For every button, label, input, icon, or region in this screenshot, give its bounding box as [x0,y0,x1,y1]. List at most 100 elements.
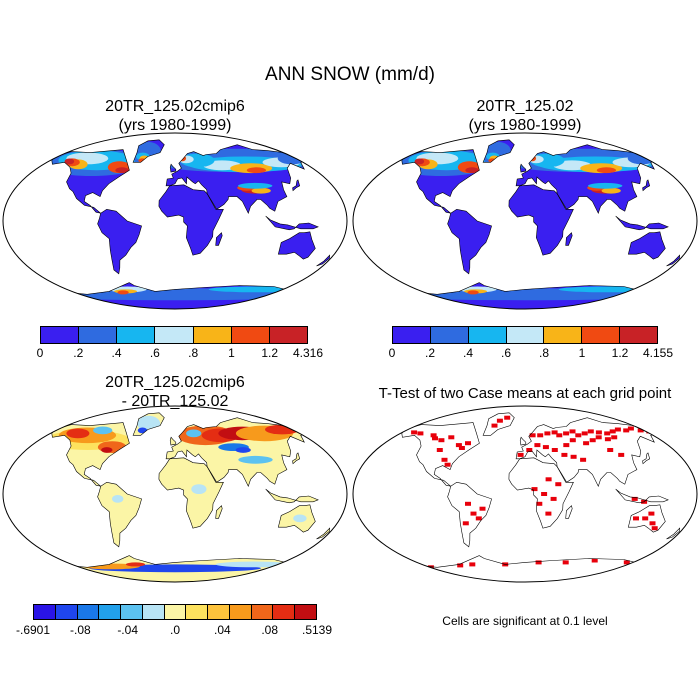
significant-cell [575,433,582,438]
significant-cell [648,511,655,516]
significant-cell [618,452,625,457]
field-blob [246,167,266,174]
significant-cell [417,431,424,436]
coastline-japan [642,179,651,192]
land-madagascar [215,505,223,519]
significant-cell [589,438,596,443]
field-blob [51,288,330,301]
significant-cell [607,448,614,452]
coastline-madagascar [215,505,223,519]
coastline-indonesia [615,215,669,231]
coastline-japan [292,179,301,192]
significant-cell [587,429,594,434]
significant-cell [580,457,587,462]
colorbar-case2-label: 0 [388,346,396,360]
coastline-africa [508,184,574,256]
significant-cell [438,438,445,443]
significant-cell [583,441,590,446]
land-indonesia [615,216,669,230]
significant-cell [444,462,451,467]
land-africa [158,184,224,256]
land-australia [628,231,666,260]
colorbar-diff-swatch [55,605,78,619]
colorbar-diff-swatch [186,605,209,619]
map-border [352,405,698,583]
colorbar-case1-label: .2 [73,346,84,360]
field-blob [528,155,544,164]
significant-cell [411,430,418,435]
land-uk [520,437,526,446]
field-blob [115,167,129,174]
colorbar-diff-swatch [34,605,56,619]
coastline-madagascar [565,505,573,519]
colorbar-case2-swatch [620,327,658,343]
significant-cell [623,560,630,565]
significant-cell [604,431,611,436]
panel-title-case1-line2: (yrs 1980-1999) [118,117,232,134]
significant-cell [537,433,544,438]
significant-cell [545,511,552,516]
colorbar-diff-swatch [208,605,230,619]
land-madagascar [215,232,223,246]
significant-cell [448,435,455,440]
colorbar-case2-label: 1.2 [611,346,629,360]
significance-note: Cells are significant at 0.1 level [442,614,608,628]
significant-cell [563,443,570,448]
land-madagascar [565,232,573,246]
colorbar-diff-swatch [121,605,143,619]
colorbar-case1-label: 1.2 [261,346,279,360]
colorbar-case1-swatch [231,327,270,343]
significant-cell [561,452,568,457]
colorbar-case1-labels: 0 .2 .4 .6 .8 1 1.2 4.316 [37,346,323,360]
coastline-eurasia [515,144,661,214]
colorbar-case2-label: 4.155 [642,346,674,360]
significant-cell [569,438,576,443]
colorbar-case2-swatch [582,327,621,343]
significant-cell [595,435,602,440]
coastline-greenland [132,412,165,436]
coastline-australia [627,504,666,533]
colorbar-case1-swatch [117,327,156,343]
significant-cell [562,560,569,565]
land-africa [508,184,574,256]
colorbar-diff [33,604,317,620]
significant-cell [614,427,621,432]
colorbar-diff-label: -.6901 [15,623,51,637]
significant-cell [556,433,563,438]
panel-title-ttest-line1: T-Test of two Case means at each grid po… [378,385,672,402]
colorbar-diff-swatch [229,605,252,619]
significant-cell [623,428,630,433]
land-antarctica [406,555,644,582]
significant-cell [536,501,543,506]
land-samerica [447,482,492,547]
significant-cell [436,448,443,452]
colorbar-diff-label: .04 [213,623,231,637]
coastline-africa [508,457,574,529]
significant-cell [642,516,649,521]
field-blob [66,428,90,439]
colorbar-diff-label: .5139 [301,623,333,637]
land-africa [158,457,224,529]
coastline-namerica [51,422,130,487]
significant-cell [517,452,524,457]
significant-cell [631,496,638,501]
coastline-africa [158,184,224,256]
significant-cell [504,415,511,420]
significant-cell [595,430,602,435]
significant-cell [627,426,634,431]
significant-cell [529,433,536,438]
land-japan [292,452,300,464]
field-blob [558,286,655,293]
coastline-uk [519,436,527,446]
coastline-nz [316,527,331,540]
colorbar-case2-label: .8 [538,346,550,360]
field-blob [596,167,616,174]
coastline-nz [316,254,331,267]
colorbar-diff-label: .08 [261,623,278,637]
coastline-samerica [447,208,492,275]
field-blob [414,158,425,165]
land-indonesia [265,489,319,503]
significant-cell [462,521,469,526]
field-blob [251,187,271,194]
significant-cell [534,443,541,448]
